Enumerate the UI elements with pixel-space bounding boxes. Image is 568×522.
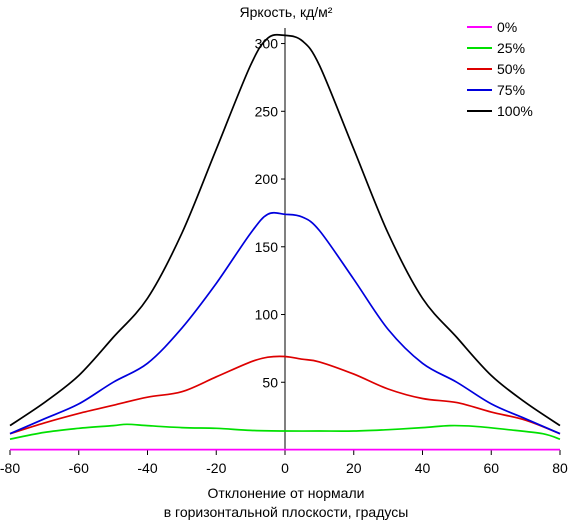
x-tick-label: -40 [137,460,157,476]
legend-label: 50% [497,61,525,77]
x-tick-label: 60 [483,460,499,476]
y-tick-label: 250 [255,103,279,119]
y-tick-label: 200 [255,171,279,187]
x-tick-label: 0 [281,460,289,476]
legend-label: 25% [497,40,525,56]
x-tick-label: 40 [415,460,431,476]
x-tick-label: -60 [69,460,89,476]
series-line-100-percent [9,33,561,427]
x-axis-title-line2: в горизонтальной плоскости, градусы [164,504,409,520]
chart-title: Яркость, кд/м² [240,4,333,20]
legend-label: 0% [497,19,517,35]
x-tick-label: -80 [0,460,20,476]
x-tick-label: 20 [346,460,362,476]
legend: 0% 25% 50% 75% 100% [467,19,533,119]
series-line-75-percent [9,211,561,435]
x-tick-label: 80 [552,460,568,476]
series-line-25-percent [9,423,561,441]
legend-label: 100% [497,103,533,119]
x-axis-title-line1: Отклонение от нормали [208,485,365,501]
series-line-50-percent [9,355,561,435]
x-tick-label: -20 [206,460,226,476]
y-tick-label: 50 [262,374,278,390]
series-layer [9,33,561,451]
y-tick-label: 100 [255,307,279,323]
y-tick-label: 150 [255,239,279,255]
x-axis: -80 -60 -40 -20 0 20 40 60 80 [0,449,568,476]
legend-label: 75% [497,82,525,98]
